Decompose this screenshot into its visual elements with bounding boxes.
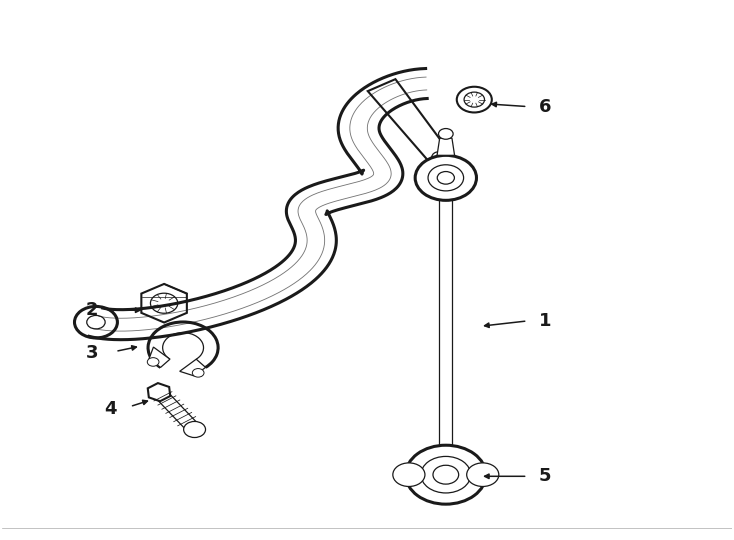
- Circle shape: [433, 465, 459, 484]
- Circle shape: [415, 156, 476, 200]
- Circle shape: [184, 421, 206, 437]
- Text: 1: 1: [539, 312, 551, 330]
- Polygon shape: [149, 347, 170, 367]
- Circle shape: [421, 456, 470, 493]
- Circle shape: [428, 165, 464, 191]
- Polygon shape: [153, 389, 200, 433]
- Circle shape: [150, 293, 178, 313]
- Polygon shape: [368, 79, 465, 182]
- Polygon shape: [439, 199, 452, 445]
- Circle shape: [437, 172, 454, 184]
- Circle shape: [438, 129, 453, 139]
- Circle shape: [464, 92, 484, 107]
- Polygon shape: [437, 138, 454, 156]
- Text: 2: 2: [86, 301, 98, 319]
- Polygon shape: [148, 383, 170, 401]
- Circle shape: [393, 463, 425, 487]
- Polygon shape: [89, 69, 427, 340]
- Circle shape: [148, 357, 159, 366]
- Circle shape: [87, 315, 105, 329]
- Circle shape: [406, 445, 486, 504]
- Circle shape: [467, 463, 499, 487]
- Text: 4: 4: [104, 400, 117, 418]
- Text: 5: 5: [539, 467, 551, 485]
- Circle shape: [432, 152, 448, 163]
- Polygon shape: [142, 284, 187, 322]
- Text: 3: 3: [86, 344, 98, 362]
- Circle shape: [74, 306, 117, 338]
- Text: 6: 6: [539, 98, 551, 116]
- Polygon shape: [180, 359, 206, 376]
- Circle shape: [192, 369, 204, 377]
- Circle shape: [457, 87, 492, 112]
